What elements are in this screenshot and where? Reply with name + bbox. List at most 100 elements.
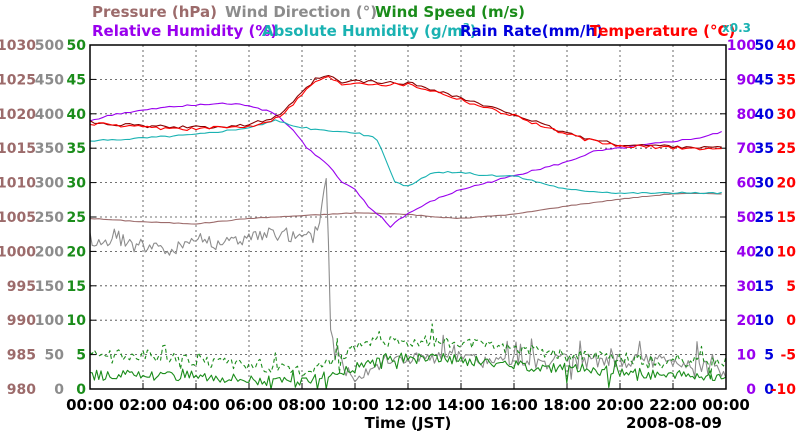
tick-label-pressure: 1020: [0, 107, 36, 123]
tick-label-rain-rate: 20: [755, 244, 775, 260]
tick-label-pressure: 980: [7, 382, 36, 398]
legend-wind-direction: Wind Direction (°): [225, 3, 377, 21]
tick-label-relative-humidity: 50: [737, 210, 757, 226]
tick-label-x: 00:00: [66, 396, 114, 414]
tick-label-wind-speed: 15: [67, 279, 86, 295]
tick-label-relative-humidity: 70: [737, 141, 757, 157]
legend-wind-speed: Wind Speed (m/s): [375, 3, 525, 21]
legend-temperature: Temperature (°C): [590, 22, 735, 40]
series-wind-speed-m-s-avg: [89, 352, 726, 390]
tick-label-x: 14:00: [437, 396, 485, 414]
tick-label-rain-rate: 0: [764, 382, 774, 398]
tick-label-temperature: 10: [777, 244, 797, 260]
series-pressure-hpa: [89, 192, 722, 225]
tick-label-pressure: 1030: [0, 38, 36, 54]
series-layer: [89, 74, 727, 390]
tick-label-rain-rate: 10: [755, 313, 775, 329]
tick-label-temperature: 0: [786, 313, 796, 329]
tick-label-x: 00:00: [702, 396, 750, 414]
tick-label-pressure: 990: [7, 313, 36, 329]
legend-absolute-humidity-label: Absolute Humidity (g/m: [262, 22, 463, 40]
series-wind-speed-m-s-max: [89, 323, 727, 381]
series-relative-humidity: [89, 102, 722, 228]
tick-label-wind-direction: 150: [35, 279, 64, 295]
tick-label-pressure: 1010: [0, 176, 36, 192]
tick-label-relative-humidity: 80: [737, 107, 757, 123]
tick-label-temperature: 5: [786, 279, 796, 295]
tick-label-temperature: -10: [771, 382, 797, 398]
tick-label-wind-speed: 45: [67, 72, 86, 88]
legend-rain-rate: Rain Rate(mm/h): [460, 22, 603, 40]
tick-label-x: 12:00: [384, 396, 432, 414]
tick-label-wind-direction: 300: [35, 176, 64, 192]
legend-relative-humidity: Relative Humidity (%): [92, 22, 277, 40]
tick-label-relative-humidity: 100: [727, 38, 756, 54]
tick-label-temperature: -5: [780, 348, 796, 364]
tick-label-pressure: 1005: [0, 210, 36, 226]
tick-label-relative-humidity: 60: [737, 176, 757, 192]
tick-label-x: 18:00: [543, 396, 591, 414]
tick-label-rain-rate: 30: [755, 176, 775, 192]
tick-label-x: 06:00: [225, 396, 273, 414]
tick-label-wind-direction: 100: [35, 313, 64, 329]
tick-label-relative-humidity: 90: [737, 72, 757, 88]
plot-frame: [89, 44, 727, 390]
tick-label-rain-rate: 40: [755, 107, 775, 123]
tick-label-x: 10:00: [331, 396, 379, 414]
tick-label-x: 08:00: [278, 396, 326, 414]
tick-label-pressure: 1025: [0, 72, 36, 88]
tick-label-rain-rate: 50: [755, 38, 775, 54]
tick-label-wind-direction: 350: [35, 141, 64, 157]
tick-label-wind-direction: 500: [35, 38, 64, 54]
tick-label-x: 02:00: [119, 396, 167, 414]
tick-label-rain-rate: 45: [755, 72, 774, 88]
legend-absolute-humidity: Absolute Humidity (g/m3): [262, 22, 477, 40]
grid: [90, 45, 726, 389]
tick-label-wind-speed: 30: [67, 176, 87, 192]
tick-label-wind-direction: 450: [35, 72, 64, 88]
tick-label-temperature: 25: [777, 141, 796, 157]
tick-label-x: 22:00: [649, 396, 697, 414]
legend-absolute-humidity-close: ): [470, 22, 477, 40]
tick-label-relative-humidity: 0: [746, 382, 756, 398]
tick-label-pressure: 1000: [0, 244, 36, 260]
tick-label-pressure: 985: [7, 348, 36, 364]
tick-label-wind-speed: 35: [67, 141, 86, 157]
series-temperature-c-dark: [89, 74, 722, 149]
tick-label-wind-speed: 50: [67, 38, 87, 54]
tick-label-rain-rate: 25: [755, 210, 774, 226]
tick-label-x: 04:00: [172, 396, 220, 414]
legend-scale-note: x0.3: [722, 21, 751, 35]
tick-label-x: 20:00: [596, 396, 644, 414]
tick-label-wind-direction: 200: [35, 244, 64, 260]
tick-label-relative-humidity: 30: [737, 279, 757, 295]
tick-label-relative-humidity: 20: [737, 313, 757, 329]
legend-pressure: Pressure (hPa): [92, 3, 217, 21]
tick-label-wind-direction: 250: [35, 210, 64, 226]
tick-label-temperature: 30: [777, 107, 797, 123]
tick-label-wind-direction: 0: [54, 382, 64, 398]
tick-label-wind-speed: 20: [67, 244, 87, 260]
tick-label-wind-speed: 0: [76, 382, 86, 398]
tick-label-wind-direction: 400: [35, 107, 64, 123]
series-temperature-c: [89, 75, 722, 151]
tick-label-rain-rate: 35: [755, 141, 774, 157]
tick-label-pressure: 995: [7, 279, 36, 295]
x-axis-label: Time (JST): [365, 414, 452, 432]
tick-label-wind-speed: 5: [76, 348, 86, 364]
tick-label-wind-direction: 50: [45, 348, 65, 364]
tick-label-temperature: 40: [777, 38, 797, 54]
tick-label-rain-rate: 15: [755, 279, 774, 295]
tick-label-x: 16:00: [490, 396, 538, 414]
tick-label-temperature: 35: [777, 72, 796, 88]
tick-label-wind-speed: 40: [67, 107, 87, 123]
tick-label-pressure: 1015: [0, 141, 36, 157]
tick-label-relative-humidity: 40: [737, 244, 757, 260]
tick-label-temperature: 20: [777, 176, 797, 192]
tick-label-relative-humidity: 10: [737, 348, 757, 364]
date-label: 2008-08-09: [626, 414, 722, 432]
tick-label-rain-rate: 5: [764, 348, 774, 364]
series-absolute-humidity-g-m3: [89, 119, 722, 195]
tick-label-temperature: 15: [777, 210, 796, 226]
